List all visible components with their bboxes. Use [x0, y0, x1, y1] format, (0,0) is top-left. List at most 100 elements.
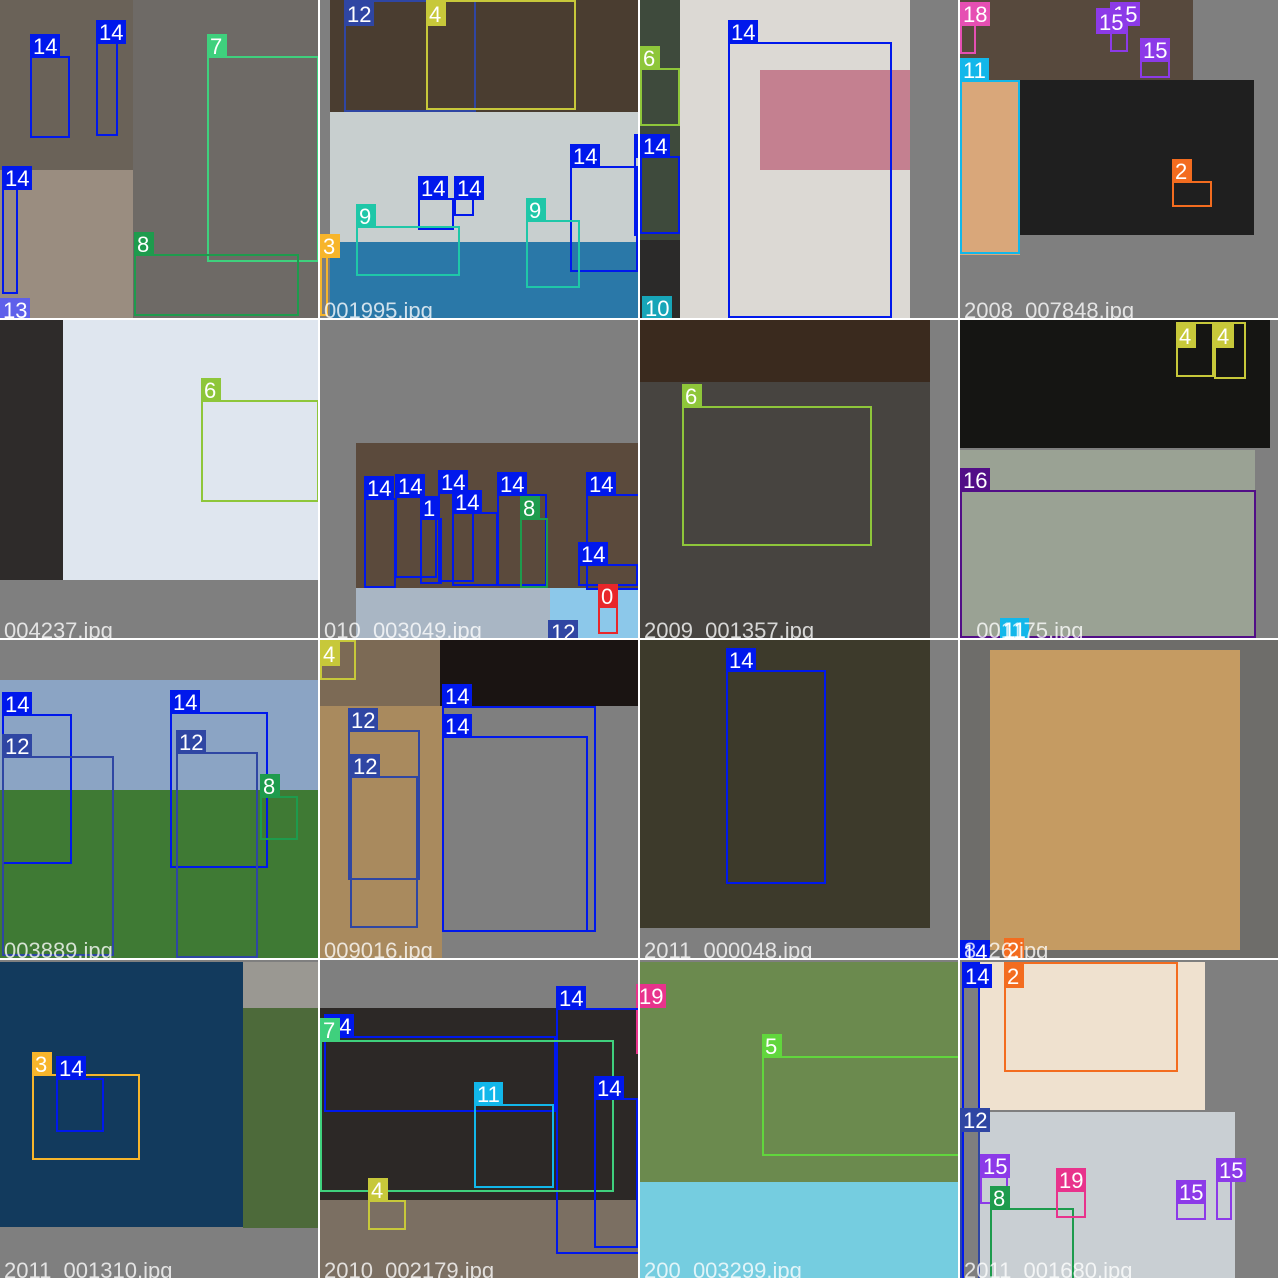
detection-box: 14 [556, 986, 638, 1254]
class-label: 12 [344, 2, 375, 27]
class-label: 8 [134, 232, 154, 257]
detection-box: 14 [594, 1076, 638, 1248]
class-label: 6 [682, 384, 702, 409]
detection-box: 14 [96, 20, 127, 136]
class-label: 12 [176, 730, 207, 755]
class-label: 9 [356, 204, 376, 229]
class-label: 14 [418, 176, 449, 201]
photo-region [330, 0, 638, 112]
class-label: 12 [548, 620, 579, 638]
detection-box: 12 [960, 1108, 991, 1278]
class-label: 14 [497, 472, 528, 497]
class-label: 13 [0, 298, 31, 318]
class-label: 4 [320, 642, 340, 667]
filename-caption: _001175.jpg [964, 618, 1084, 638]
detection-box: 9 [526, 198, 580, 288]
class-label: 12 [960, 1108, 991, 1133]
photo-region [1020, 80, 1254, 235]
filename-caption: 003889.jpg [4, 938, 113, 958]
detection-box: 15 [1216, 1158, 1247, 1220]
detection-box: 12 [344, 0, 476, 112]
filename-caption: 2011_000048.jpg [644, 938, 813, 958]
class-label: 0 [598, 584, 618, 609]
class-label: 8 [990, 1186, 1010, 1211]
detection-box: 4 [320, 640, 356, 680]
photo-region [243, 1008, 318, 1228]
detection-box: 2 [1004, 962, 1178, 1072]
class-label: 7 [207, 34, 227, 59]
class-label: 12 [348, 708, 379, 733]
detection-box: 14 [395, 474, 437, 578]
filename-caption: 010_003049.jpg [324, 618, 482, 638]
filename-caption: 2008_007848.jpg [964, 298, 1135, 318]
photo-region [640, 382, 930, 638]
class-label: 3 [32, 1052, 52, 1077]
photo-region [0, 170, 133, 318]
detection-box: 14 [578, 542, 638, 586]
class-label: 18 [960, 2, 991, 27]
mosaic-tile: 3 14 2011_001310.jpg [0, 960, 318, 1278]
mosaic-tile: 14 2011_000048.jpg [640, 640, 958, 958]
class-label: 11 [474, 1082, 503, 1107]
detection-box: 11 [474, 1082, 554, 1188]
photo-region [63, 320, 318, 580]
photo-region [320, 640, 440, 706]
class-label: 4 [426, 2, 446, 27]
photo-region [990, 650, 1240, 950]
detection-box: 14 [364, 476, 396, 588]
class-label: 8 [520, 496, 540, 521]
photo-region [0, 680, 318, 790]
detection-box: 15 [1096, 8, 1127, 35]
detection-box: 16 [960, 468, 1256, 638]
class-label: 14 [56, 1056, 87, 1081]
detection-box: 14 [418, 176, 454, 230]
photo-region [640, 1182, 958, 1278]
detection-box: 14 [30, 34, 70, 138]
detection-box: 2 [1172, 159, 1212, 207]
detection-box: 14 [570, 144, 638, 272]
photo-region [640, 320, 930, 382]
mosaic-tile: 14 14 14 7 8 13 [0, 0, 318, 318]
class-label: 2 [1004, 964, 1024, 989]
class-label: 14 [586, 472, 617, 497]
class-label: 14 [962, 964, 993, 989]
class-label: 14 [594, 1076, 625, 1101]
filename-caption: 2010_002179.jpg [324, 1258, 495, 1278]
class-label: 12 [2, 734, 33, 759]
filename-caption: 2011_001680.jpg [964, 1258, 1133, 1278]
class-label: 14 [728, 20, 759, 45]
mosaic-tile: 6 004237.jpg [0, 320, 318, 638]
detection-box: 3 [320, 234, 340, 316]
detection-box: 4 [1176, 322, 1214, 377]
filename-caption: 004237.jpg [4, 618, 113, 638]
detection-box: 19 [1056, 1168, 1087, 1218]
detection-box: 14 [640, 134, 680, 234]
mosaic-tile: 14 2 8_26.jpg [960, 640, 1278, 958]
detection-box: 14 [452, 490, 498, 586]
photo-region [440, 640, 638, 706]
class-label: 10 [642, 296, 673, 318]
detection-box: 15 [1140, 38, 1171, 78]
class-label: 5 [762, 1034, 782, 1059]
mosaic-tile: 14 14 14 1 14 14 8 14 14 12 0 010_003049.jpg [320, 320, 638, 638]
filename-caption: 009016.jpg [324, 938, 433, 958]
mosaic-tile: 4 4 16 11 _001175.jpg [960, 320, 1278, 638]
class-label: 15 [1216, 1158, 1247, 1183]
detection-box: 6 [201, 378, 318, 502]
mosaic-tile: 1419147111442010_002179.jpg [320, 960, 638, 1278]
class-label: 19 [1056, 1168, 1087, 1193]
photo-region [960, 80, 1020, 255]
detection-box: 14 [442, 684, 596, 932]
detection-box: 6 [682, 384, 872, 546]
filename-caption: 200_003299.jpg [644, 1258, 802, 1278]
photo-region [640, 640, 930, 928]
class-label: 4 [1176, 324, 1196, 349]
detection-box: 7 [320, 1018, 614, 1192]
detection-box: 18 [960, 2, 991, 54]
class-label: 14 [96, 20, 127, 45]
class-label: 19 [636, 984, 638, 1008]
detection-box: 12 [2, 734, 114, 956]
detection-box: 15 [1176, 1180, 1207, 1220]
detection-box: 4 [426, 0, 576, 110]
